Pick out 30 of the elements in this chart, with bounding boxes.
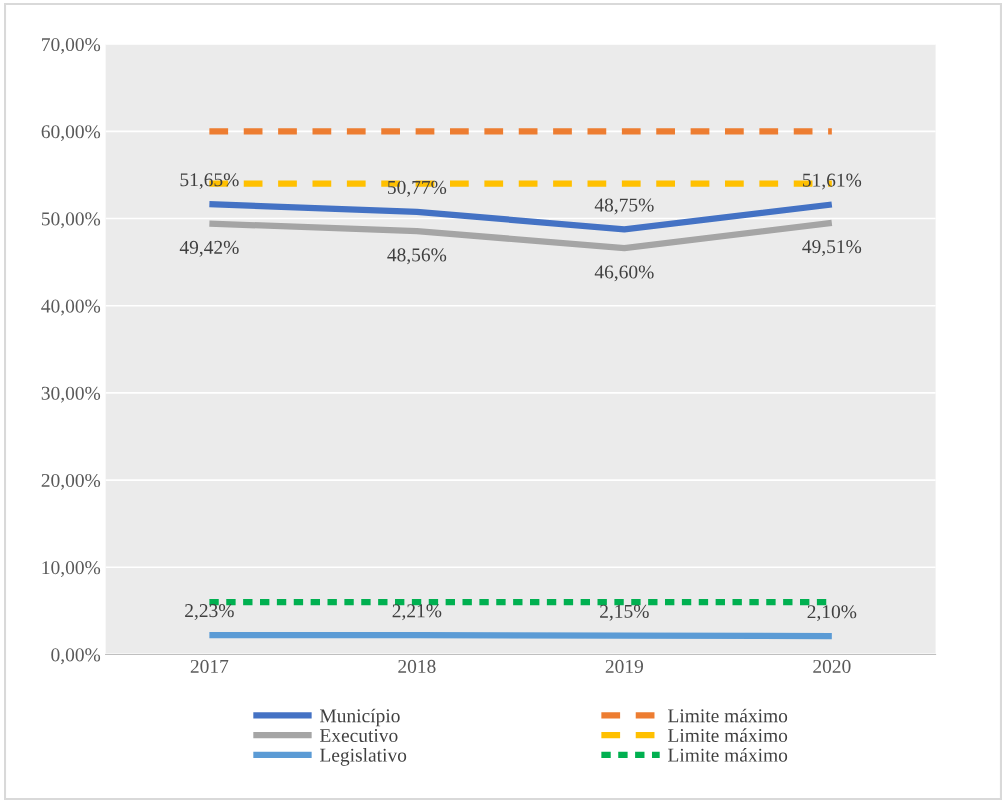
legend-label: Legislativo bbox=[319, 748, 407, 766]
data-label: 51,61% bbox=[802, 173, 862, 190]
legend-label: Limite máximo bbox=[668, 728, 788, 743]
y-tick-label: 20,00% bbox=[41, 473, 101, 490]
y-tick-label: 0,00% bbox=[51, 648, 101, 665]
y-tick-label: 50,00% bbox=[41, 212, 101, 229]
legend-label: Município bbox=[319, 708, 400, 727]
x-tick-label: 2020 bbox=[813, 659, 851, 673]
data-label: 2,21% bbox=[392, 604, 442, 621]
legend-label: Executivo bbox=[319, 728, 398, 743]
legend-label: Limite máximo bbox=[668, 708, 788, 723]
x-tick-label: 2019 bbox=[605, 659, 643, 673]
y-tick-label: 70,00% bbox=[42, 37, 101, 54]
data-label: 49,42% bbox=[179, 240, 239, 257]
data-label: 48,56% bbox=[387, 248, 447, 265]
x-tick-label: 2018 bbox=[398, 659, 436, 673]
data-label: 46,60% bbox=[594, 265, 654, 282]
y-tick-label: 40,00% bbox=[41, 299, 101, 316]
y-tick-label: 30,00% bbox=[41, 386, 101, 403]
data-label: 2,10% bbox=[807, 605, 857, 622]
data-label: 49,51% bbox=[802, 240, 862, 256]
x-tick-label: 2017 bbox=[190, 659, 229, 673]
data-label: 2,15% bbox=[600, 604, 649, 621]
data-label: 48,75% bbox=[594, 198, 654, 215]
y-tick-label: 60,00% bbox=[41, 125, 101, 142]
y-tick-label: 10,00% bbox=[42, 561, 101, 577]
data-label: 51,65% bbox=[180, 173, 239, 190]
data-label: 50,77% bbox=[388, 180, 447, 197]
legend-label: Limite máximo bbox=[668, 748, 788, 762]
data-label: 2,23% bbox=[185, 604, 234, 620]
